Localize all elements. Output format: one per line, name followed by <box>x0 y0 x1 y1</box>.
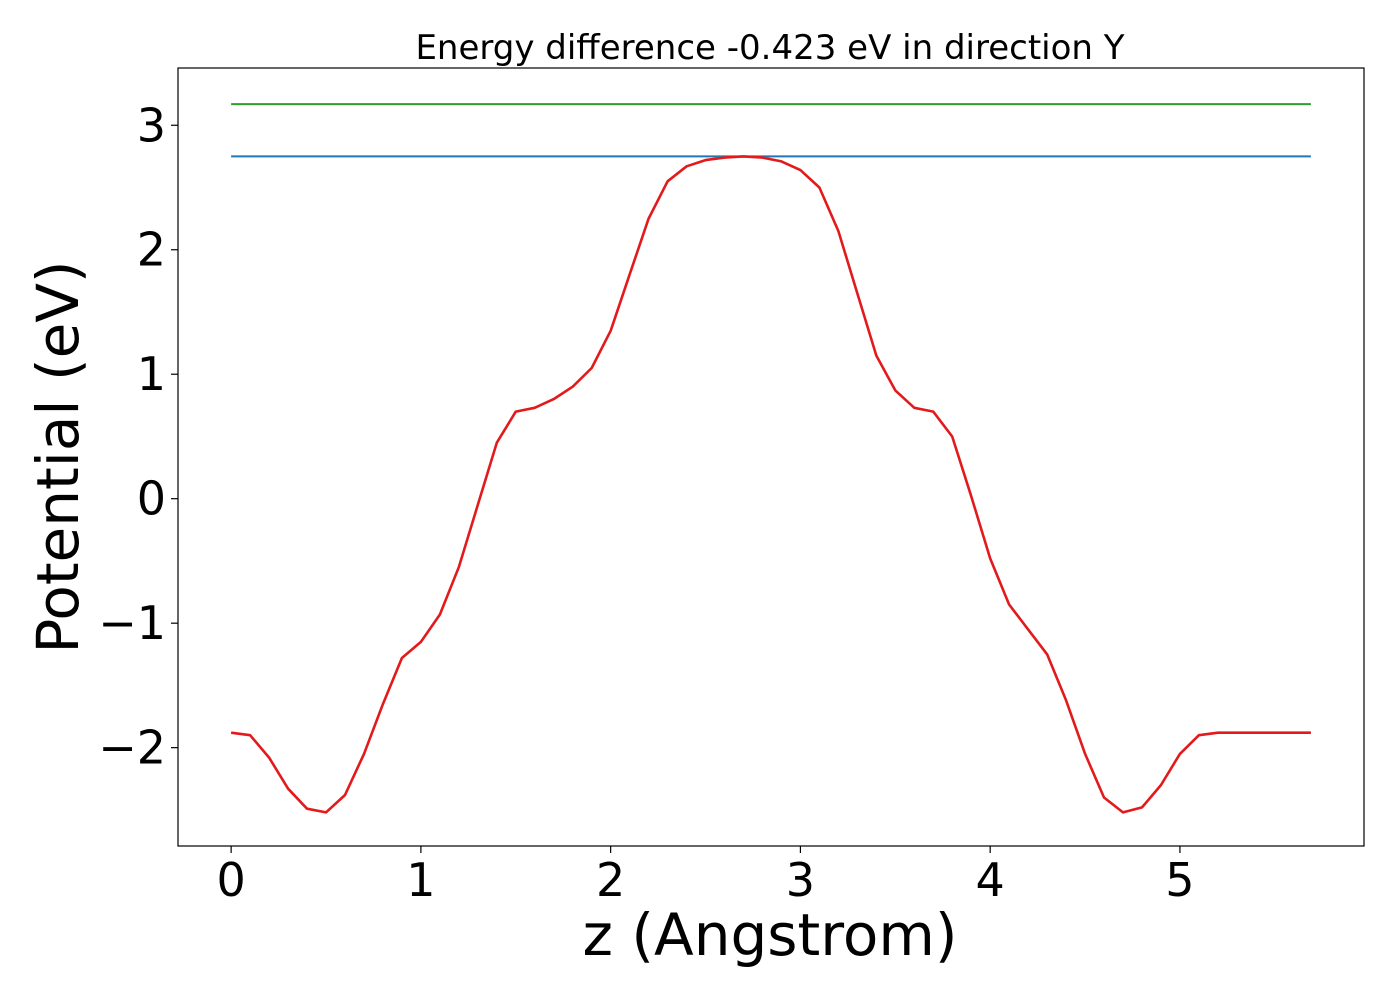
x-tick-label: 0 <box>216 853 245 907</box>
plot-frame <box>177 67 1365 847</box>
x-tick-label: 3 <box>786 853 815 907</box>
x-tick-label: 1 <box>406 853 435 907</box>
x-tick-label: 5 <box>1165 853 1194 907</box>
y-tick-label: −2 <box>98 721 166 775</box>
x-axis-label: z (Angstrom) <box>583 901 958 969</box>
x-tick-label: 2 <box>596 853 625 907</box>
y-tick-label: −1 <box>98 596 166 650</box>
y-tick-label: 3 <box>137 98 166 152</box>
tick-layer: 0 1 2 3 4 5 −2 −1 0 1 2 3 <box>98 98 1194 907</box>
series-line-2 <box>230 155 1311 814</box>
series-layer <box>230 103 1311 814</box>
y-tick-label: 2 <box>137 223 166 277</box>
y-axis-label: Potential (eV) <box>24 260 92 653</box>
x-tick-label: 4 <box>976 853 1005 907</box>
chart-title: Energy difference -0.423 eV in direction… <box>415 28 1124 68</box>
y-tick-label: 1 <box>137 347 166 401</box>
y-tick-label: 0 <box>137 472 166 526</box>
